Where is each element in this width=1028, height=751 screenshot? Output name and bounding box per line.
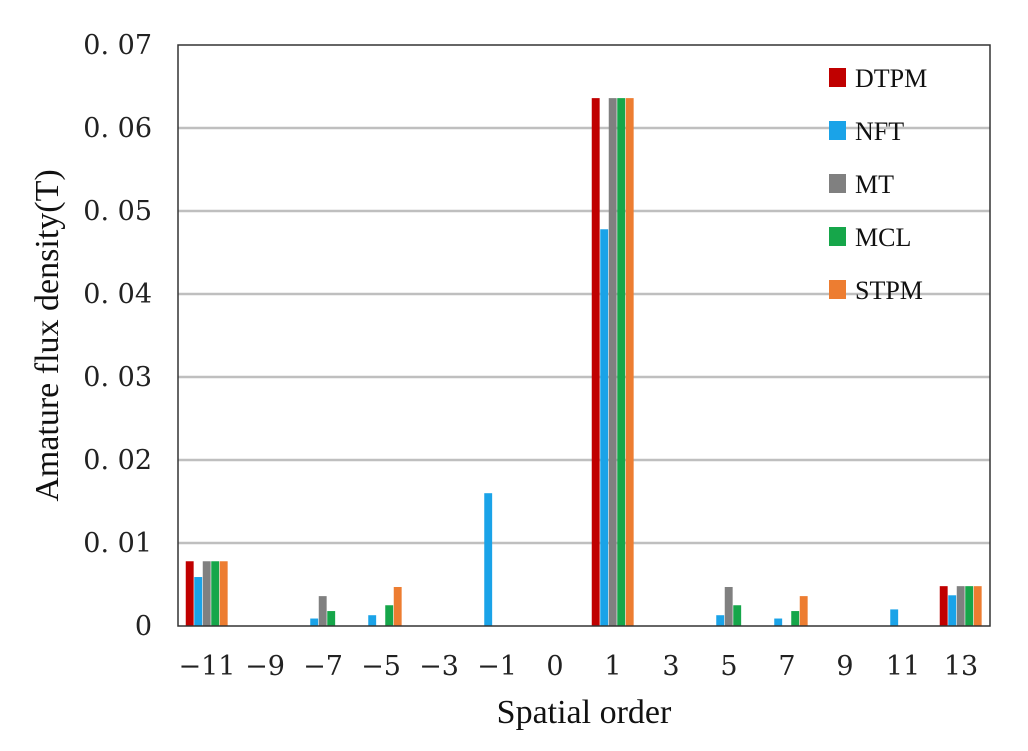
x-tick-label: 7 [778,651,795,682]
legend-swatch-stpm [829,280,846,299]
bar-mt [318,596,327,626]
bar-mt [608,98,617,627]
bar-mcl [385,605,394,626]
bar-nft [600,229,609,626]
x-tick-label: 0 [546,651,563,682]
x-tick-label: −9 [245,651,285,682]
legend-label: MT [855,170,894,199]
bar-dtpm [939,586,948,626]
bar-mcl [617,98,626,627]
bar-mt [956,586,965,626]
legend-label: STPM [855,276,923,305]
x-axis-title: Spatial order [497,694,672,731]
bar-mcl [965,586,974,626]
x-tick-label: −3 [419,651,459,682]
x-tick-label: 5 [720,651,737,682]
bar-nft [890,609,899,626]
bar-mcl [733,605,742,626]
x-tick-label: 13 [944,651,978,682]
bar-nft [194,577,203,626]
y-tick-label: 0 [135,611,152,642]
x-tick-label: −1 [477,651,517,682]
x-tick-label: 3 [662,651,679,682]
legend-swatch-mcl [829,227,846,246]
bar-stpm [219,561,228,626]
bar-stpm [973,586,982,626]
legend-swatch-nft [829,121,846,140]
y-tick-label: 0. 03 [83,362,152,393]
bar-nft [310,618,319,626]
y-tick-label: 0. 04 [83,279,152,310]
bar-mcl [791,611,800,626]
legend-swatch-dtpm [829,68,846,87]
bar-nft [484,493,493,626]
x-tick-label: −5 [361,651,401,682]
bar-mt [724,586,733,626]
bar-stpm [625,98,634,627]
bar-dtpm [591,98,600,627]
legend: DTPM NFT MT MCL STPM [829,64,927,305]
bar-mcl [211,561,220,626]
bar-nft [716,615,725,626]
x-tick-label: 11 [886,651,920,682]
y-tick-label: 0. 01 [83,528,152,559]
x-axis-ticks: −11 −9 −7 −5 −3 −1 0 1 3 5 7 9 11 13 [179,651,979,682]
bar-nft [774,618,783,626]
x-tick-label: −7 [303,651,343,682]
y-tick-label: 0. 05 [83,196,152,227]
bar-stpm [799,596,808,626]
legend-swatch-mt [829,174,846,193]
bar-nft [948,595,957,626]
bar-dtpm [185,561,194,626]
y-axis-title: Amature flux density(T) [29,169,66,501]
legend-label: MCL [855,223,911,252]
y-axis-ticks: 0 0. 01 0. 02 0. 03 0. 04 0. 05 0. 06 0. 07 [83,30,152,642]
y-tick-label: 0. 06 [83,113,152,144]
bar-mt [202,561,211,626]
x-tick-label: −11 [179,651,236,682]
y-tick-label: 0. 02 [83,445,152,476]
x-tick-label: 9 [836,651,853,682]
bar-nft [368,615,377,626]
legend-label: NFT [855,117,904,146]
bar-stpm [393,586,402,626]
bar-mcl [327,611,336,626]
legend-label: DTPM [855,64,927,93]
plot-area-frame [177,44,991,627]
x-tick-label: 1 [604,651,621,682]
y-tick-label: 0. 07 [83,30,152,61]
bars [185,98,982,627]
gridlines [178,126,990,545]
